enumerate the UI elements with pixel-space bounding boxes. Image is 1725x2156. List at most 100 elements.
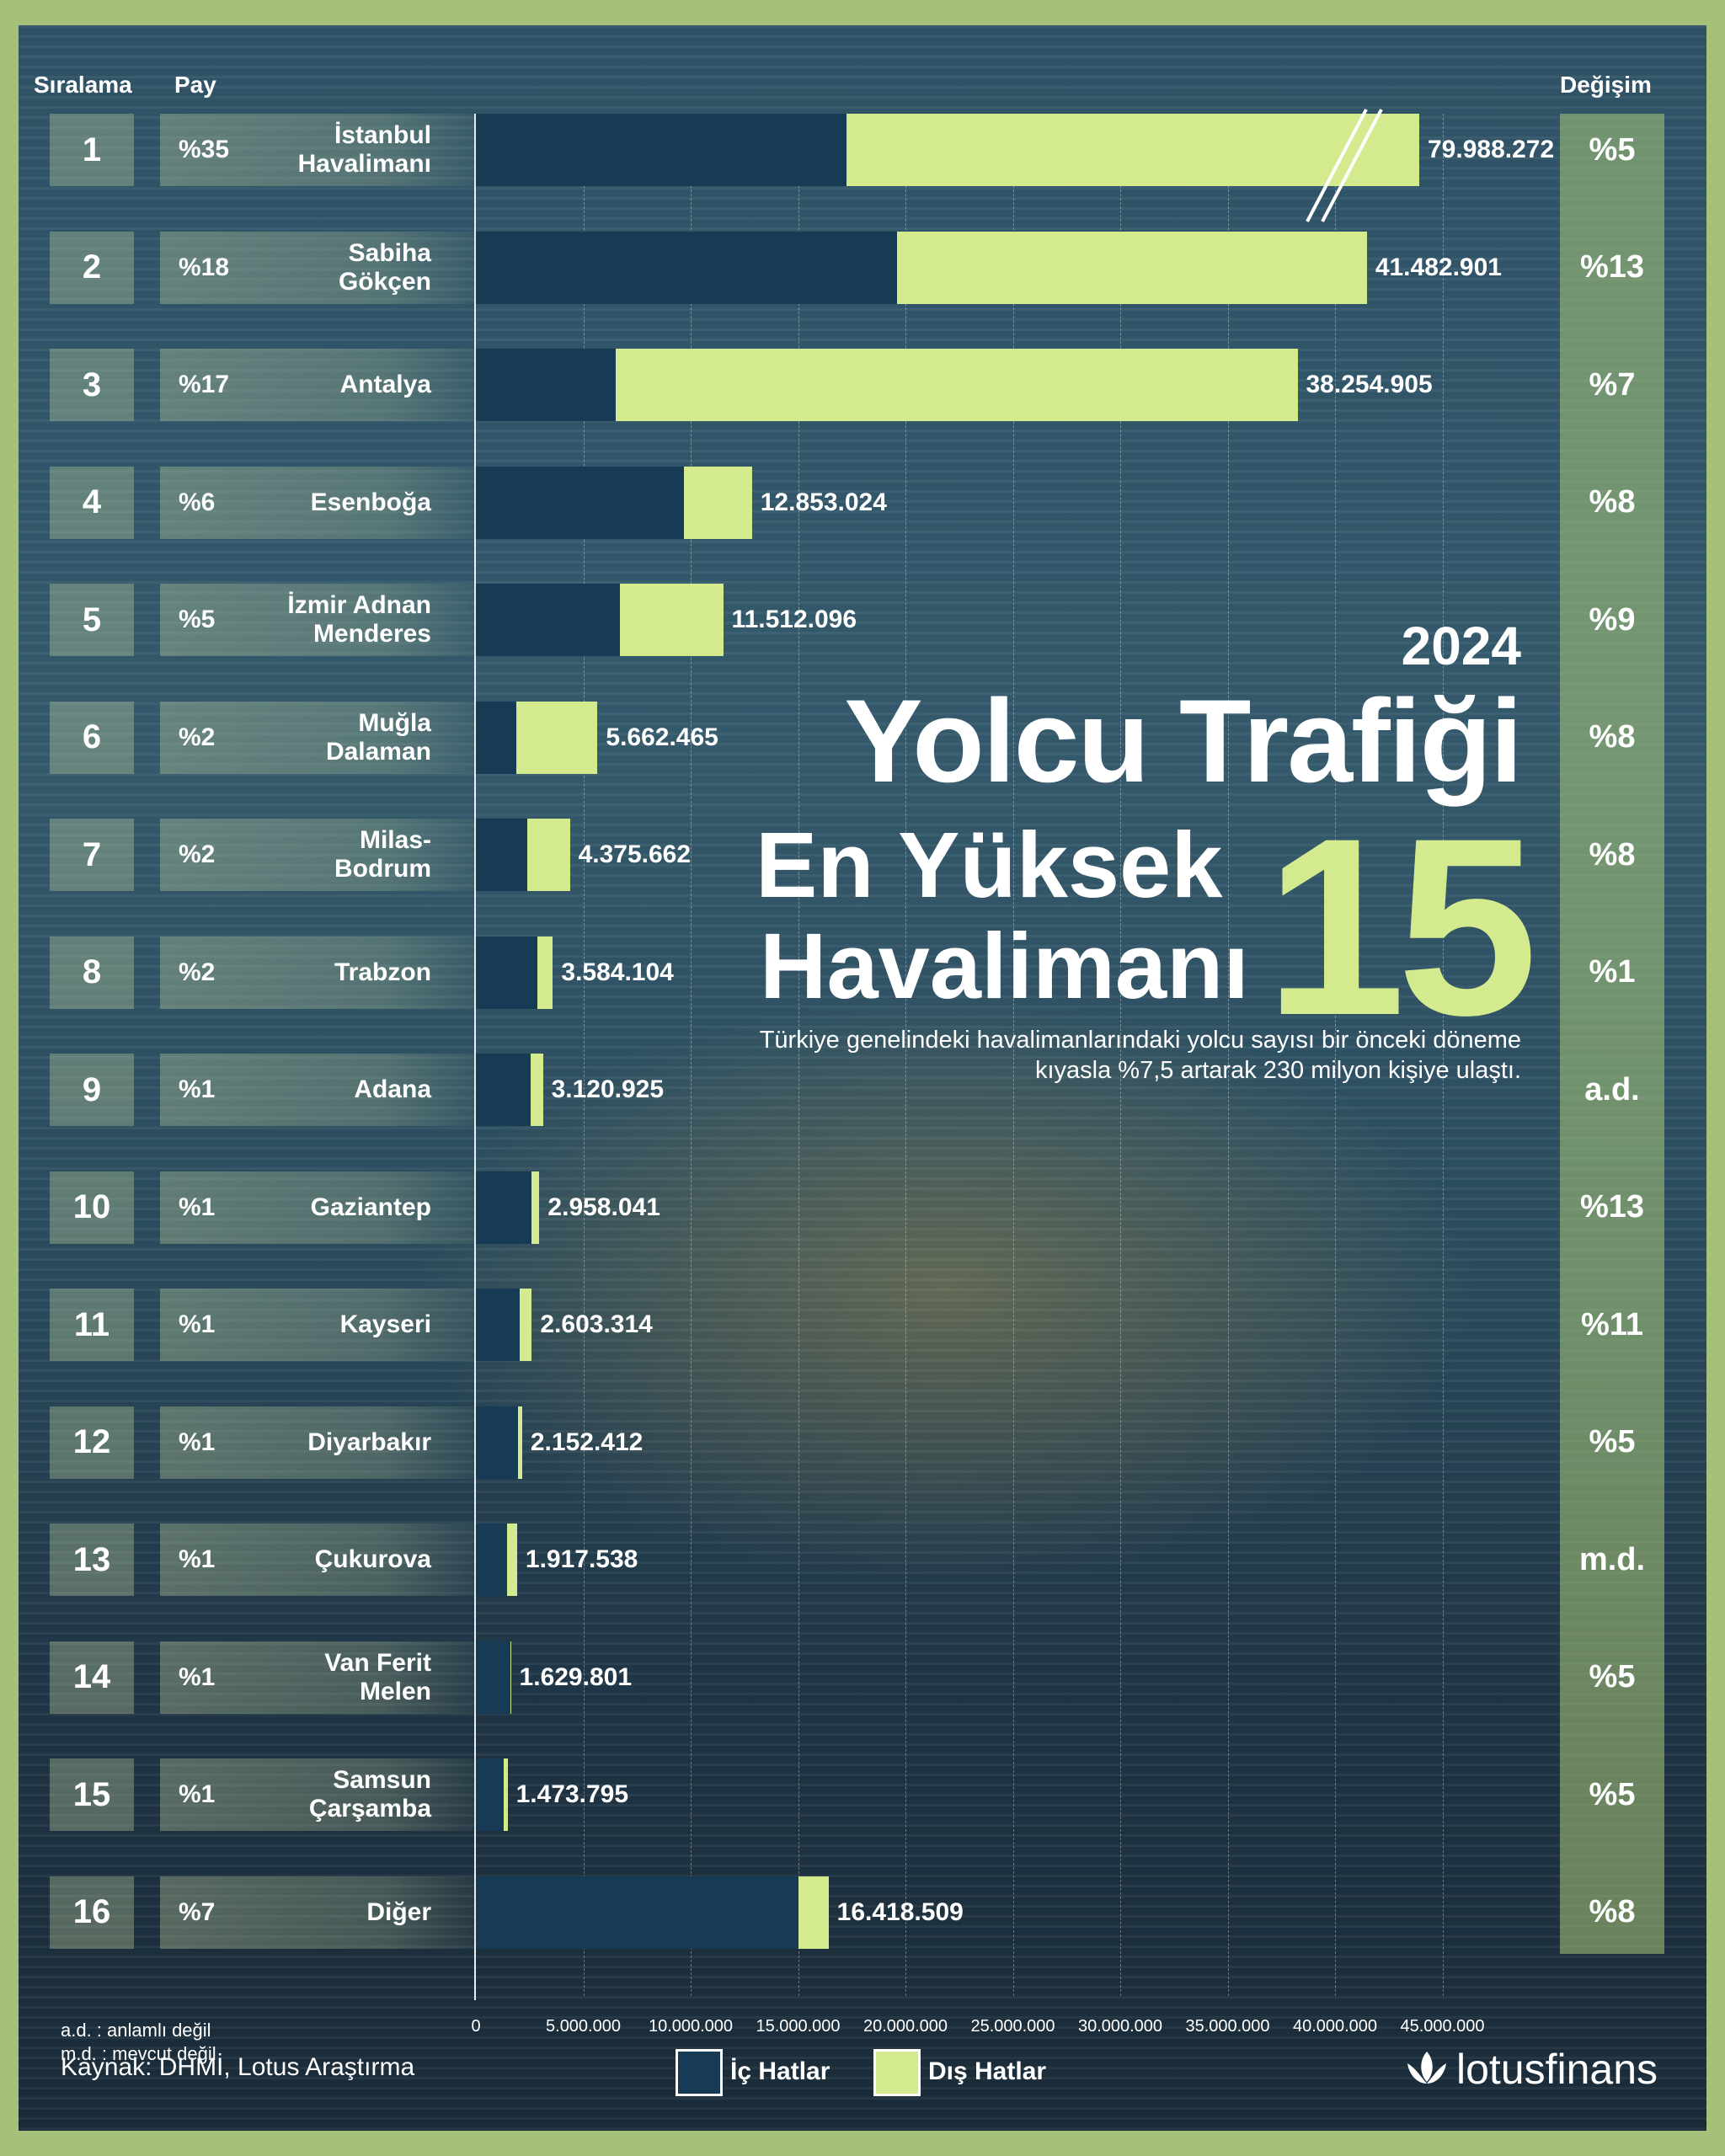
note-md: m.d. : mevcut değil (61, 2043, 216, 2064)
brand-name: lotusfinans (1456, 2046, 1658, 2093)
gridline (905, 114, 906, 1996)
share-cell-bg (160, 819, 480, 891)
gridline (1120, 114, 1121, 1996)
gridline (1335, 114, 1336, 1996)
change-value: %5 (1589, 1424, 1636, 1460)
share-value: %1 (179, 1780, 216, 1808)
bar-international (896, 231, 1367, 304)
gridline (1442, 114, 1444, 1996)
airport-name: Esenboğa (229, 467, 431, 539)
change-value: %7 (1589, 366, 1636, 403)
bar-international (516, 701, 598, 774)
rank-cell: 13 (50, 1524, 134, 1596)
share-header: Pay (174, 72, 216, 98)
change-value: %11 (1581, 1306, 1643, 1342)
share-cell-bg (160, 701, 480, 774)
gridline (583, 114, 585, 1996)
change-value: %13 (1579, 1189, 1645, 1225)
legend-label-domestic: İç Hatlar (730, 2057, 830, 2085)
bar-total-label: 2.152.412 (530, 1428, 644, 1456)
rank-cell: 2 (50, 231, 134, 304)
rank-cell: 8 (50, 936, 134, 1009)
bar-total-label: 41.482.901 (1375, 253, 1502, 281)
bar-international (520, 1289, 532, 1361)
lotus-icon (1407, 2052, 1446, 2084)
x-tick-label: 20.000.000 (862, 2017, 948, 2036)
bar-total-label: 1.629.801 (519, 1662, 633, 1691)
bar-total-label: 3.584.104 (561, 958, 674, 986)
share-cell-bg (160, 1758, 480, 1831)
airport-name-line: Çukurova (314, 1545, 431, 1573)
airport-name: Trabzon (229, 937, 431, 1009)
bar-international (684, 466, 752, 539)
rank-cell: 6 (50, 701, 134, 774)
infographic-frame: { "headers": { "rank": "Sıralama", "shar… (19, 25, 1706, 2131)
bar-international (619, 584, 724, 656)
airport-name-line: Çarşamba (308, 1795, 431, 1822)
airport-name-line: Melen (359, 1677, 431, 1705)
change-value: %5 (1589, 1776, 1636, 1812)
bar-total-label: 12.853.024 (760, 488, 887, 516)
share-value: %1 (179, 1545, 216, 1573)
airport-name-line: Sabiha (348, 238, 431, 267)
share-cell-bg (160, 349, 480, 421)
bar-total-label: 1.917.538 (525, 1545, 638, 1573)
share-value: %17 (179, 371, 230, 398)
bar-international (506, 1524, 517, 1596)
share-cell-bg (160, 231, 480, 304)
title-year: 2024 (1401, 616, 1521, 676)
airport-name-line: Bodrum (334, 855, 431, 883)
rank-cell: 5 (50, 584, 134, 656)
change-header: Değişim (1560, 72, 1652, 98)
axis-break-line-1 (1306, 109, 1368, 222)
share-cell-bg (160, 1641, 480, 1714)
change-value: %1 (1589, 954, 1636, 990)
bar-international (531, 1171, 540, 1244)
bar-international (517, 1406, 522, 1479)
change-value: %9 (1589, 601, 1636, 638)
change-value: m.d. (1578, 1541, 1646, 1577)
airport-name: Antalya (229, 349, 431, 421)
title-line-1: Yolcu Trafiği (844, 675, 1523, 807)
airport-name-line: Milas- (359, 826, 431, 854)
bar-total-label: 79.988.272 (1428, 136, 1555, 163)
bar-domestic (476, 936, 537, 1009)
bar-international (615, 349, 1298, 421)
airport-name: İzmir Adnan Menderes (229, 584, 431, 656)
share-value: %1 (179, 1662, 216, 1691)
rank-cell: 10 (50, 1171, 134, 1244)
bar-total-label: 3.120.925 (551, 1075, 665, 1103)
change-value: %8 (1589, 719, 1636, 755)
x-tick-label: 35.000.000 (1185, 2017, 1270, 2036)
airport-name: Gaziantep (229, 1171, 431, 1244)
share-cell-bg (160, 936, 480, 1009)
airport-name: Çukurova (229, 1524, 431, 1596)
share-cell-bg (160, 1289, 480, 1361)
bar-domestic (476, 1171, 532, 1244)
rank-cell: 16 (50, 1876, 134, 1949)
legend-label-international: Dış Hatlar (928, 2057, 1047, 2085)
bar-domestic (476, 1406, 518, 1479)
share-value: %1 (179, 1428, 216, 1456)
bar-domestic (476, 819, 528, 891)
rank-cell: 15 (50, 1758, 134, 1831)
share-value: %18 (179, 253, 230, 281)
share-value: %6 (179, 488, 216, 516)
share-cell-bg (160, 1876, 480, 1949)
bar-domestic (476, 1758, 505, 1831)
x-tick-label: 40.000.000 (1292, 2017, 1378, 2036)
rank-cell: 14 (50, 1641, 134, 1714)
share-cell-bg (160, 466, 480, 539)
bar-domestic (476, 584, 620, 656)
rank-cell: 12 (50, 1406, 134, 1479)
x-tick-label: 0 (471, 2017, 481, 2036)
bar-total-label: 2.603.314 (540, 1310, 653, 1338)
axis-break-line-2 (1321, 109, 1383, 222)
share-value: %1 (179, 1075, 216, 1103)
share-value: %2 (179, 723, 216, 751)
share-value: %2 (179, 958, 216, 986)
share-cell-bg (160, 1524, 480, 1596)
bar-international (504, 1758, 508, 1831)
bar-total-label: 11.512.096 (731, 606, 857, 633)
x-tick-label: 45.000.000 (1400, 2017, 1485, 2036)
